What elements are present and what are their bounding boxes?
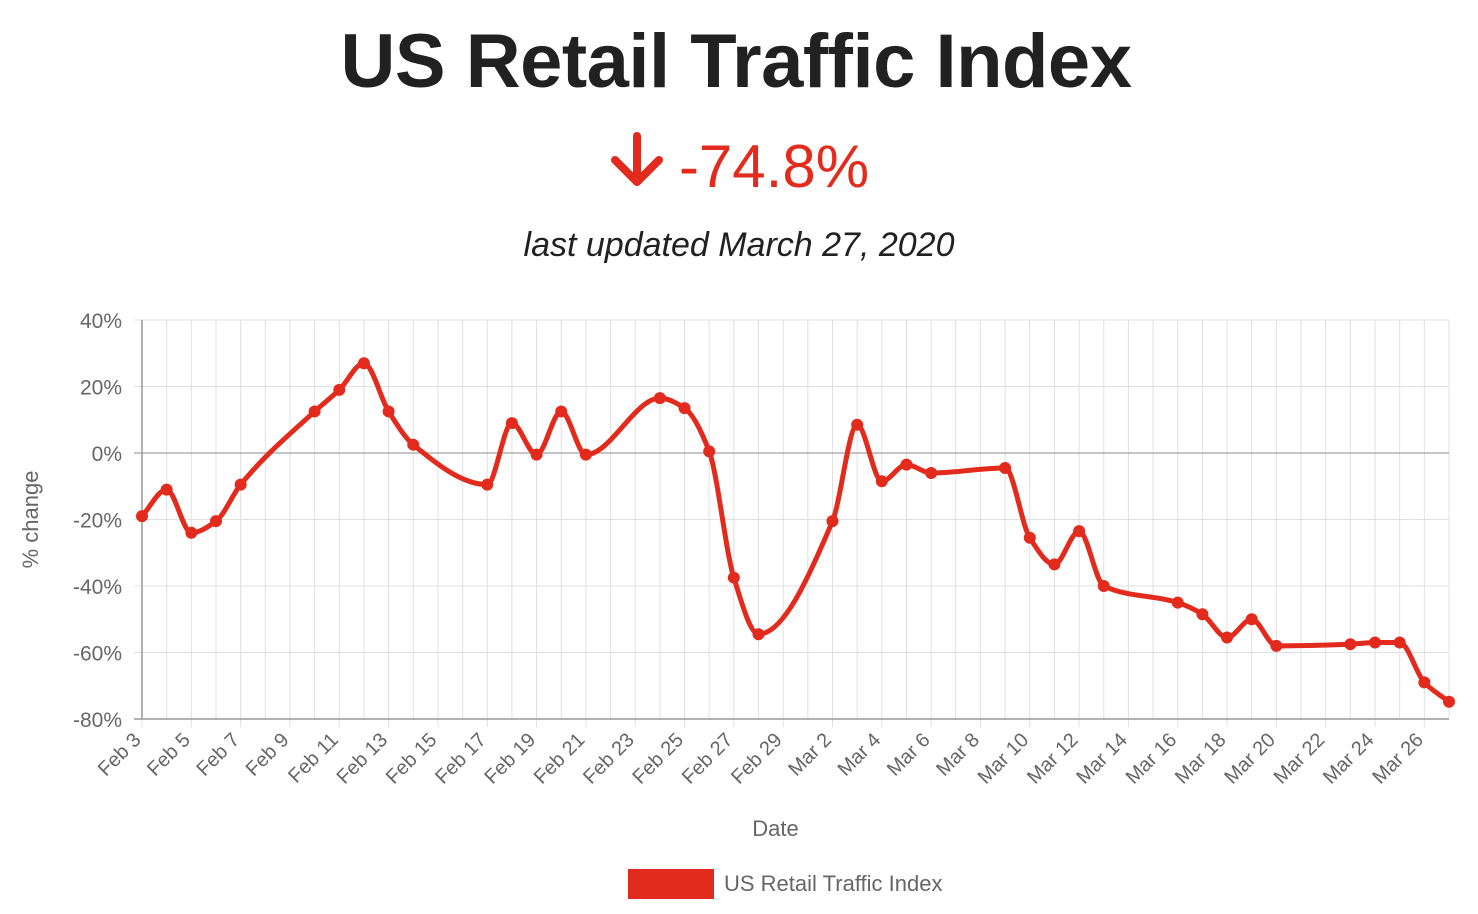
y-axis-title: % change	[18, 471, 43, 569]
y-tick-label: -60%	[73, 643, 122, 666]
data-point[interactable]	[727, 571, 740, 584]
data-point[interactable]	[579, 448, 592, 461]
x-tick-label: Mar 14	[1072, 729, 1132, 789]
data-point[interactable]	[1344, 638, 1357, 651]
y-tick-label: 20%	[80, 377, 122, 400]
x-axis-title: Date	[752, 816, 798, 841]
x-tick-label: Feb 17	[431, 729, 491, 789]
x-tick-label: Feb 21	[530, 729, 590, 789]
data-point[interactable]	[851, 418, 864, 431]
x-tick-label: Feb 5	[143, 729, 195, 781]
data-point[interactable]	[160, 483, 173, 496]
data-point[interactable]	[925, 466, 938, 479]
x-tick-label: Mar 18	[1171, 729, 1231, 789]
data-point[interactable]	[1171, 596, 1184, 609]
page-title: US Retail Traffic Index	[340, 19, 1132, 104]
x-tick-label: Feb 15	[382, 729, 442, 789]
x-tick-label: Mar 12	[1023, 729, 1083, 789]
data-point[interactable]	[1048, 558, 1061, 571]
chart-legend[interactable]: US Retail Traffic Index	[628, 868, 942, 900]
x-tick-label: Feb 29	[727, 729, 787, 789]
x-tick-label: Feb 3	[94, 729, 146, 781]
x-tick-label: Mar 6	[883, 729, 935, 781]
x-tick-label: Feb 23	[579, 729, 639, 789]
data-point[interactable]	[875, 475, 888, 488]
data-point[interactable]	[1196, 608, 1209, 621]
x-tick-label: Mar 2	[784, 729, 836, 781]
data-point[interactable]	[357, 357, 370, 370]
arrow-down-icon	[609, 132, 665, 202]
x-tick-label: Mar 4	[834, 729, 886, 781]
x-tick-label: Mar 10	[974, 729, 1034, 789]
data-point[interactable]	[752, 628, 765, 641]
data-point[interactable]	[185, 526, 198, 539]
data-point[interactable]	[1418, 676, 1431, 689]
data-point[interactable]	[136, 510, 148, 523]
data-point[interactable]	[1073, 525, 1086, 538]
data-point[interactable]	[382, 405, 395, 418]
data-point[interactable]	[308, 405, 321, 418]
data-point[interactable]	[1443, 695, 1455, 708]
data-point[interactable]	[653, 392, 666, 405]
x-tick-label: Mar 22	[1270, 729, 1330, 789]
y-tick-label: 0%	[92, 443, 122, 466]
x-tick-label: Feb 25	[628, 729, 688, 789]
data-point[interactable]	[1221, 631, 1234, 644]
data-point[interactable]	[900, 458, 913, 471]
y-tick-label: -20%	[73, 510, 122, 533]
x-tick-label: Feb 27	[678, 729, 738, 789]
series-line	[139, 360, 1452, 705]
x-tick-label: Feb 11	[284, 729, 343, 788]
data-point[interactable]	[999, 461, 1012, 474]
data-point[interactable]	[555, 405, 568, 418]
x-tick-label: Mar 16	[1122, 729, 1182, 789]
legend-label: US Retail Traffic Index	[724, 871, 943, 896]
x-tick-label: Feb 13	[333, 729, 393, 789]
data-point[interactable]	[481, 478, 494, 491]
y-tick-label: -80%	[73, 709, 122, 732]
x-tick-label: Mar 20	[1220, 729, 1280, 789]
x-tick-label: Mar 24	[1319, 729, 1379, 789]
change-value: -74.8%	[678, 133, 870, 200]
data-point[interactable]	[1393, 636, 1406, 649]
data-point[interactable]	[1097, 580, 1110, 592]
data-point[interactable]	[505, 417, 518, 430]
change-indicator: -74.8%	[0, 132, 1478, 206]
data-point[interactable]	[1245, 613, 1258, 626]
y-tick-label: -40%	[73, 576, 122, 599]
x-tick-label: Feb 7	[192, 729, 244, 781]
x-tick-label: Mar 26	[1368, 729, 1428, 789]
last-updated-text: last updated March 27, 2020	[523, 226, 955, 264]
data-point[interactable]	[678, 402, 691, 415]
data-point[interactable]	[407, 438, 420, 451]
data-point[interactable]	[530, 448, 543, 461]
data-point[interactable]	[703, 445, 716, 458]
data-point[interactable]	[209, 515, 222, 528]
y-tick-label: 40%	[80, 310, 122, 333]
data-point[interactable]	[826, 515, 839, 528]
data-point[interactable]	[333, 383, 346, 396]
data-point[interactable]	[1023, 531, 1036, 544]
x-tick-label: Feb 19	[481, 729, 541, 789]
data-point[interactable]	[1369, 636, 1382, 649]
legend-swatch	[628, 869, 714, 899]
data-point[interactable]	[234, 478, 247, 491]
data-point[interactable]	[1270, 639, 1283, 652]
